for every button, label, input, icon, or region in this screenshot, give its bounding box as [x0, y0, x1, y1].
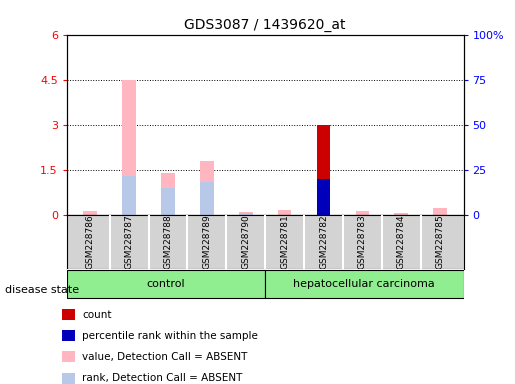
Bar: [200, 182, 214, 215]
Text: value, Detection Call = ABSENT: value, Detection Call = ABSENT: [82, 352, 248, 362]
Bar: [317, 125, 330, 215]
Text: count: count: [82, 310, 112, 320]
Bar: [278, 210, 291, 215]
Text: GSM228782: GSM228782: [319, 215, 328, 269]
Text: GSM228781: GSM228781: [280, 215, 289, 269]
Bar: [123, 80, 136, 215]
Bar: [239, 213, 252, 215]
Title: GDS3087 / 1439620_at: GDS3087 / 1439620_at: [184, 18, 346, 32]
Text: GSM228783: GSM228783: [358, 215, 367, 269]
Text: GSM228784: GSM228784: [397, 215, 406, 269]
Bar: [265, 270, 464, 298]
Text: control: control: [147, 278, 185, 288]
Bar: [62, 351, 75, 362]
Text: hepatocellular carcinoma: hepatocellular carcinoma: [294, 278, 435, 288]
Bar: [433, 209, 447, 215]
Bar: [317, 179, 330, 215]
Text: disease state: disease state: [5, 285, 79, 295]
Bar: [161, 173, 175, 215]
Text: GSM228788: GSM228788: [164, 215, 173, 269]
Bar: [239, 212, 252, 215]
Bar: [62, 330, 75, 341]
Text: GSM228785: GSM228785: [436, 215, 444, 269]
Text: rank, Detection Call = ABSENT: rank, Detection Call = ABSENT: [82, 373, 243, 383]
Text: GSM228790: GSM228790: [242, 215, 250, 269]
Bar: [200, 161, 214, 215]
Bar: [83, 212, 97, 215]
Bar: [356, 211, 369, 215]
Bar: [123, 176, 136, 215]
Text: GSM228787: GSM228787: [125, 215, 134, 269]
Text: GSM228786: GSM228786: [86, 215, 95, 269]
Bar: [62, 309, 75, 320]
Bar: [67, 270, 265, 298]
Text: GSM228789: GSM228789: [202, 215, 212, 269]
Bar: [62, 372, 75, 384]
Bar: [161, 188, 175, 215]
Bar: [394, 213, 408, 215]
Text: percentile rank within the sample: percentile rank within the sample: [82, 331, 259, 341]
